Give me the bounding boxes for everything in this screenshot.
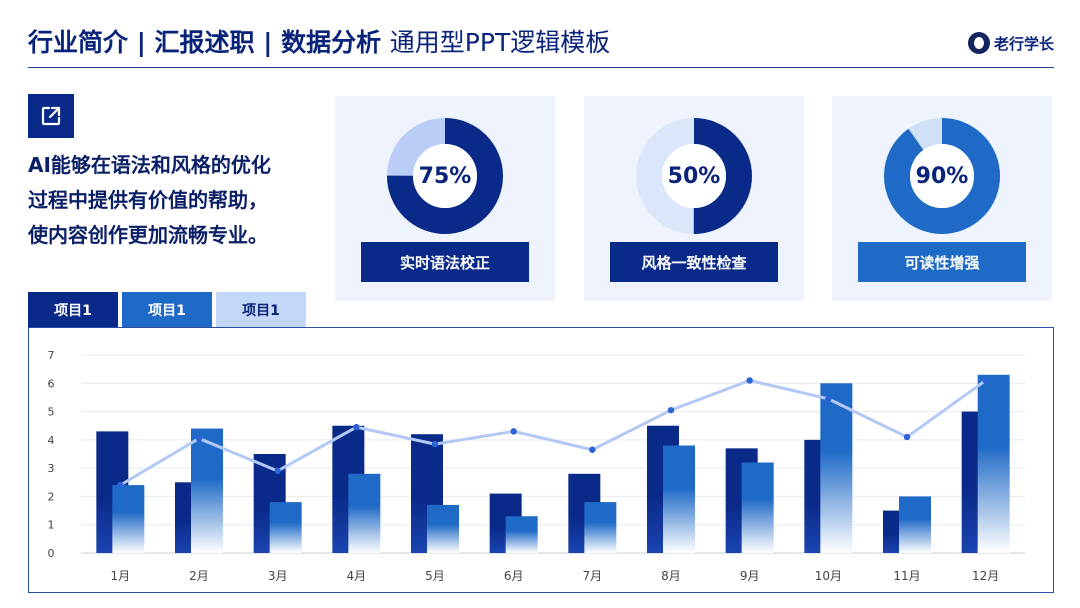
header: 行业简介 | 汇报述职 | 数据分析 通用型PPT逻辑模板 老行学长 [28,26,1054,68]
donut-chart: 50% [636,118,752,234]
bar-series-2 [505,516,538,553]
page-title-sub: 通用型PPT逻辑模板 [389,28,611,57]
x-tick-label: 7月 [583,569,603,583]
line-point [589,446,596,453]
bar-series-2 [269,502,302,553]
line-point [982,377,989,384]
brand-name: 老行学长 [993,34,1054,53]
x-tick-label: 1月 [111,569,131,583]
tab-bar: 项目1 项目1 项目1 [28,292,306,328]
y-tick-label: 4 [48,434,55,447]
donut-percent-label: 90% [915,163,969,189]
stat-card-readability: 90% 可读性增强 [832,96,1052,301]
donut-percent-label: 75% [418,163,472,189]
line-point [274,467,281,475]
line-point [667,406,675,414]
y-tick-label: 1 [48,519,55,532]
bar-series-2 [820,383,853,553]
y-tick-label: 0 [48,547,55,560]
tab-project-3[interactable]: 项目1 [216,292,306,328]
card-button[interactable]: 可读性增强 [858,242,1026,282]
summary-line: AI能够在语法和风格的优化 [28,153,271,177]
bar-series-2 [663,445,695,553]
line-point [746,377,753,384]
line-point [353,423,360,431]
donut-chart: 75% [387,118,503,234]
y-tick-label: 5 [48,406,55,419]
chart-canvas: 0 1 2 3 4 5 6 7 1月 2月 3月 4月 5月 6月 7月 8月 9月 10月 11月 12月 [48,349,1025,583]
x-tick-label: 6月 [504,569,524,583]
brand: 老行学长 [967,32,1054,54]
line-series [119,378,987,487]
donut-value-arc [884,118,1000,234]
stat-card-grammar: 75% 实时语法校正 [335,96,555,301]
tab-project-1[interactable]: 项目1 [28,292,118,328]
donut-value-arc [387,118,503,234]
x-tick-label: 9月 [740,569,760,583]
x-tick-label: 4月 [347,569,367,583]
bar-series-2 [427,504,459,553]
summary-line: 使内容创作更加流畅专业。 [28,223,268,247]
line-point [825,395,832,403]
bar-series-2 [741,462,774,553]
brand-logo-icon [967,32,990,54]
x-tick-label: 3月 [268,569,288,583]
line-point [195,435,203,442]
x-tick-label: 11月 [893,569,920,583]
y-tick-label: 6 [48,377,55,390]
page-title-main: 行业简介 | 汇报述职 | 数据分析 [28,28,382,57]
bar-series-2 [584,502,617,553]
card-button[interactable]: 风格一致性检查 [610,242,778,282]
summary-line: 过程中提供有价值的帮助， [28,188,268,212]
external-link-icon [41,106,61,126]
donut-percent-label: 50% [667,163,721,189]
x-tick-label: 10月 [815,569,842,583]
donut-hole [662,144,726,208]
line-point [903,433,911,441]
line-point [117,481,124,489]
y-tick-label: 3 [48,462,55,475]
donut-hole [413,144,477,208]
x-tick-label: 12月 [972,569,999,583]
bar-series-2 [977,374,1010,553]
line-point [431,440,439,448]
tab-project-2[interactable]: 项目1 [122,292,212,328]
y-tick-label: 2 [48,490,55,503]
donut-value-arc [636,118,752,234]
bar-series-2 [348,473,381,553]
card-button[interactable]: 实时语法校正 [361,242,529,282]
external-link-button[interactable] [28,94,74,138]
page-title: 行业简介 | 汇报述职 | 数据分析 通用型PPT逻辑模板 [28,26,610,60]
bar-series-2 [899,496,931,553]
donut-hole [910,144,974,208]
x-tick-label: 8月 [661,569,681,583]
bar-line-chart: 0 1 2 3 4 5 6 7 1月 2月 3月 4月 5月 6月 7月 8月 9月 10月 11月 12月 [28,327,1054,593]
y-tick-label: 7 [48,349,55,362]
bar-series-2 [112,485,145,553]
stat-card-style: 50% 风格一致性检查 [584,96,804,301]
x-tick-label: 5月 [425,569,445,583]
bar-series-2 [191,428,223,553]
x-tick-label: 2月 [189,569,209,583]
line-point [510,428,517,435]
summary-text: AI能够在语法和风格的优化 过程中提供有价值的帮助， 使内容创作更加流畅专业。 [28,148,338,253]
donut-chart: 90% [884,118,1000,234]
